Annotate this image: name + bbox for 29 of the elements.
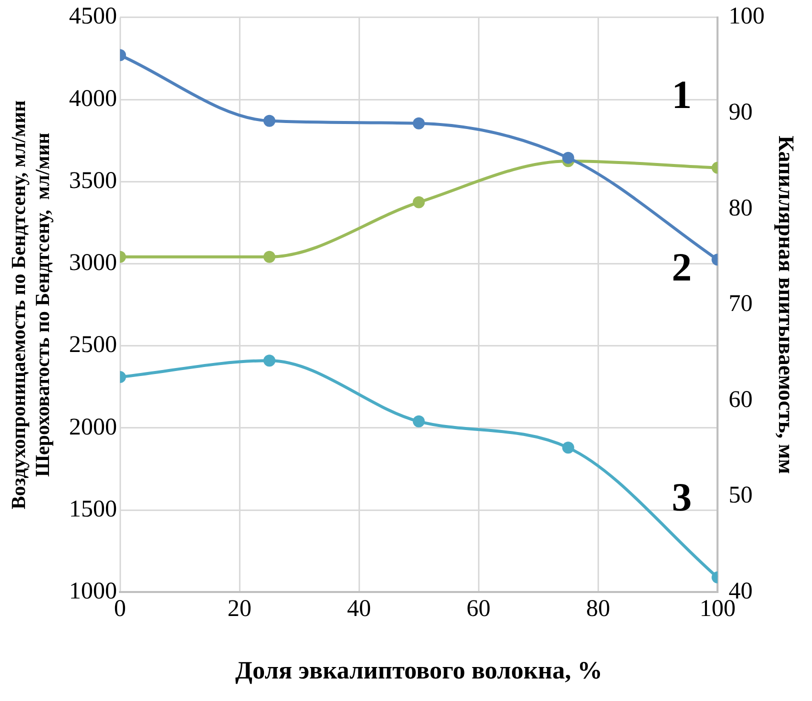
y-tick-label: 4000 bbox=[69, 86, 117, 112]
y2-tick-label: 60 bbox=[728, 386, 753, 413]
y-tick-label: 2500 bbox=[69, 332, 117, 358]
y2-tick-label: 80 bbox=[728, 195, 753, 222]
y-tick-label: 3000 bbox=[69, 250, 117, 276]
y-axis-title: Воздухопроницаемость по Бендтсену, мл/мин Шероховатость по Бендтсену, мл/мин bbox=[8, 100, 54, 510]
x-tick-label: 80 bbox=[586, 596, 610, 622]
y2-axis-title: Капиллярная впитываемость, мм bbox=[774, 136, 800, 474]
y-tick-label: 2000 bbox=[69, 414, 117, 440]
x-tick-label: 20 bbox=[228, 596, 252, 622]
y-tick-label: 1500 bbox=[69, 496, 117, 522]
annotation: 2 bbox=[672, 244, 692, 290]
x-axis-title: Доля эвкалиптового волокна, % bbox=[235, 657, 602, 684]
annotation: 1 bbox=[672, 72, 692, 118]
point bbox=[412, 117, 425, 130]
point bbox=[562, 442, 574, 454]
y2-tick-label: 100 bbox=[728, 4, 765, 30]
y-tick-label: 4500 bbox=[69, 4, 117, 30]
y2-tick-label: 70 bbox=[728, 291, 753, 318]
x-tick-label: 0 bbox=[114, 596, 126, 622]
y-tick-label: 3500 bbox=[69, 168, 117, 194]
point bbox=[412, 196, 425, 208]
y2-tick-label: 50 bbox=[728, 482, 753, 509]
x-tick-label: 40 bbox=[347, 596, 372, 622]
point bbox=[412, 415, 425, 428]
y2-tick-label: 90 bbox=[728, 99, 753, 126]
annotation: 3 bbox=[672, 474, 692, 520]
x-tick-label: 60 bbox=[466, 596, 491, 622]
point bbox=[562, 152, 574, 164]
